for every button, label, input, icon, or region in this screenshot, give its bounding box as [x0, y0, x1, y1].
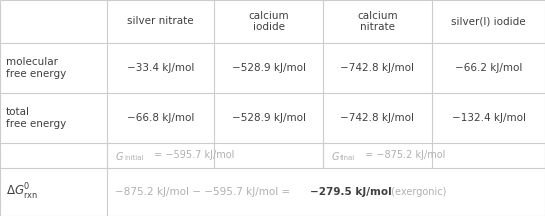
Text: −66.2 kJ/mol: −66.2 kJ/mol: [455, 63, 522, 73]
Text: = −595.7 kJ/mol: = −595.7 kJ/mol: [151, 151, 234, 160]
Text: −33.4 kJ/mol: −33.4 kJ/mol: [127, 63, 194, 73]
Text: −528.9 kJ/mol: −528.9 kJ/mol: [232, 63, 306, 73]
Text: −66.8 kJ/mol: −66.8 kJ/mol: [127, 113, 194, 123]
Text: −279.5 kJ/mol: −279.5 kJ/mol: [310, 187, 392, 197]
Text: −875.2 kJ/mol − −595.7 kJ/mol =: −875.2 kJ/mol − −595.7 kJ/mol =: [115, 187, 294, 197]
Text: −528.9 kJ/mol: −528.9 kJ/mol: [232, 113, 306, 123]
Text: silver(I) iodide: silver(I) iodide: [451, 16, 526, 27]
Text: final: final: [340, 155, 355, 161]
Text: calcium
nitrate: calcium nitrate: [357, 11, 398, 32]
Text: = −875.2 kJ/mol: = −875.2 kJ/mol: [362, 151, 445, 160]
Text: molecular
free energy: molecular free energy: [6, 57, 66, 79]
Text: $\mathit{G}$: $\mathit{G}$: [115, 149, 124, 162]
Text: silver nitrate: silver nitrate: [127, 16, 194, 27]
Text: total
free energy: total free energy: [6, 107, 66, 129]
Text: −132.4 kJ/mol: −132.4 kJ/mol: [451, 113, 525, 123]
Text: calcium
iodide: calcium iodide: [248, 11, 289, 32]
Text: (exergonic): (exergonic): [388, 187, 446, 197]
Text: −742.8 kJ/mol: −742.8 kJ/mol: [341, 63, 415, 73]
Text: $\mathit{G}$: $\mathit{G}$: [331, 149, 340, 162]
Text: initial: initial: [124, 155, 143, 161]
Text: $\Delta G^0_{\mathrm{rxn}}$: $\Delta G^0_{\mathrm{rxn}}$: [6, 182, 38, 202]
Text: −742.8 kJ/mol: −742.8 kJ/mol: [341, 113, 415, 123]
